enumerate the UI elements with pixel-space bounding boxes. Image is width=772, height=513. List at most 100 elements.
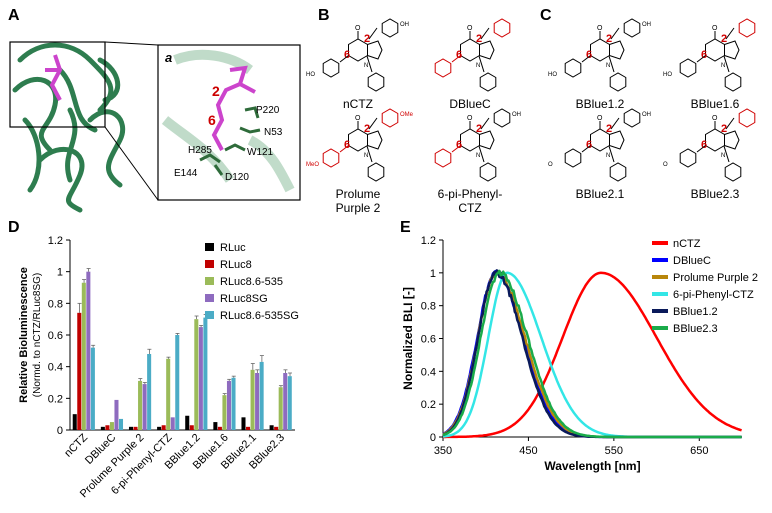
legend-swatch <box>205 260 214 268</box>
bar <box>189 425 194 430</box>
nh-atom: N <box>721 63 725 69</box>
legend-label: 6-pi-Phenyl-CTZ <box>673 289 754 301</box>
c2-ring <box>381 108 399 128</box>
bar <box>198 327 203 430</box>
oxygen-atom: O <box>467 25 473 32</box>
x-axis-title: Wavelength [nm] <box>544 459 640 473</box>
zoom-line-top <box>104 41 159 46</box>
c2-ring <box>623 108 641 128</box>
c6-ring <box>322 148 340 168</box>
legend-label: nCTZ <box>673 238 701 250</box>
y-tick-label: 0.4 <box>421 366 436 378</box>
panel-letter-a: A <box>8 7 20 24</box>
benzyl-ring <box>479 72 497 92</box>
c2-bond <box>480 27 490 40</box>
nh-atom: N <box>606 153 610 159</box>
y-tick-label: 0.4 <box>48 362 63 374</box>
bblue2-1-name: BBlue2.1 <box>576 187 625 201</box>
bar <box>246 426 251 430</box>
prolume-purple-2-name: Purple 2 <box>336 201 381 215</box>
legend-label: RLuc8SG <box>220 293 268 305</box>
c2-substituent: OH <box>642 112 651 118</box>
position-6-label: 6 <box>344 139 350 151</box>
bar <box>185 415 190 430</box>
benzyl-bond <box>608 145 615 163</box>
benzyl-bond <box>366 55 373 73</box>
y-tick-label: 1.2 <box>421 235 436 247</box>
imidazole-ring <box>479 130 495 150</box>
oxygen-atom: O <box>597 115 603 122</box>
c2-bond <box>368 117 378 130</box>
protein-structure <box>9 41 159 213</box>
c6-ring <box>679 58 697 78</box>
x-tick-label: 450 <box>519 445 537 457</box>
bar <box>72 414 77 430</box>
benzyl-ring <box>367 162 385 182</box>
oxygen-atom: O <box>355 25 361 32</box>
position-6-label: 6 <box>701 139 707 151</box>
imidazole-ring <box>609 130 625 150</box>
c6-bond <box>339 145 349 153</box>
c6-bond <box>339 55 349 63</box>
inset-label-2: 2 <box>212 83 220 99</box>
bar <box>231 377 236 430</box>
bar <box>133 426 138 430</box>
zoom-line-bottom <box>104 126 159 201</box>
legend-swatch <box>205 277 214 285</box>
zoom-box <box>9 41 106 128</box>
c2-bond <box>610 117 620 130</box>
y-tick-label: 0.6 <box>48 330 63 342</box>
c2-ring <box>738 108 756 128</box>
benzyl-ring <box>609 72 627 92</box>
c2-substituent: OH <box>400 22 409 28</box>
bar-chart: 0 0.2 0.4 0.6 0.8 1 1.2 Relative Bioluminescenc… <box>18 235 299 500</box>
y-tick-label: 1.2 <box>48 235 63 247</box>
legend-label: RLuc8.6-535SG <box>220 310 299 322</box>
active-site-inset: a 2 6 P220 N53 W121 H285 E144 D120 <box>157 44 301 201</box>
c6-ring <box>564 58 582 78</box>
c6-ring <box>434 58 452 78</box>
benzyl-bond <box>723 55 730 73</box>
oxygen-atom: O <box>712 25 718 32</box>
dbluec-name: DBlueC <box>449 97 491 111</box>
position-6-label: 6 <box>701 49 707 61</box>
legend-label: DBlueC <box>673 255 711 267</box>
c2-ring <box>381 18 399 38</box>
bar <box>213 422 218 430</box>
molecule-structures: O N 2 6 OH HO nCTZ O N 2 6 DBlueC O N 2 6 OMe MeO ProlumeP… <box>306 18 756 215</box>
bar <box>250 369 255 430</box>
residue-p220: P220 <box>256 105 280 116</box>
c6-substituent: HO <box>663 72 672 78</box>
c2-bond <box>480 117 490 130</box>
bar <box>175 335 180 430</box>
c6-substituent: MeO <box>306 162 319 168</box>
y-axis-title: Normalized BLI [-] <box>401 287 415 390</box>
c2-bond <box>725 27 735 40</box>
6-pi-phenyl-ctz-name: CTZ <box>458 201 481 215</box>
legend-label: RLuc8.6-535 <box>220 276 283 288</box>
dbluec-molecule: O N 2 6 DBlueC <box>434 18 511 111</box>
residue-w121: W121 <box>247 147 274 158</box>
bar <box>77 312 82 430</box>
panel-letter-c: C <box>540 7 552 24</box>
x-tick-label: 650 <box>690 445 708 457</box>
benzyl-bond <box>478 55 485 73</box>
position-2-label: 2 <box>721 33 727 45</box>
oxygen-atom: O <box>597 25 603 32</box>
bar <box>255 373 260 430</box>
bblue1-2-name: BBlue1.2 <box>576 97 625 111</box>
y-tick-label: 0 <box>430 432 436 444</box>
legend-label: RLuc <box>220 242 246 254</box>
imidazole-ring <box>609 40 625 60</box>
bar <box>81 282 86 430</box>
c6-substituent: HO <box>548 72 557 78</box>
bar <box>259 361 264 430</box>
position-2-label: 2 <box>364 33 370 45</box>
position-2-label: 2 <box>606 123 612 135</box>
series-line <box>443 271 742 439</box>
benzyl-ring <box>724 162 742 182</box>
legend-swatch <box>205 294 214 302</box>
c6-bond <box>451 55 461 63</box>
bblue2-3-molecule: O N 2 6 O BBlue2.3 <box>663 108 756 201</box>
